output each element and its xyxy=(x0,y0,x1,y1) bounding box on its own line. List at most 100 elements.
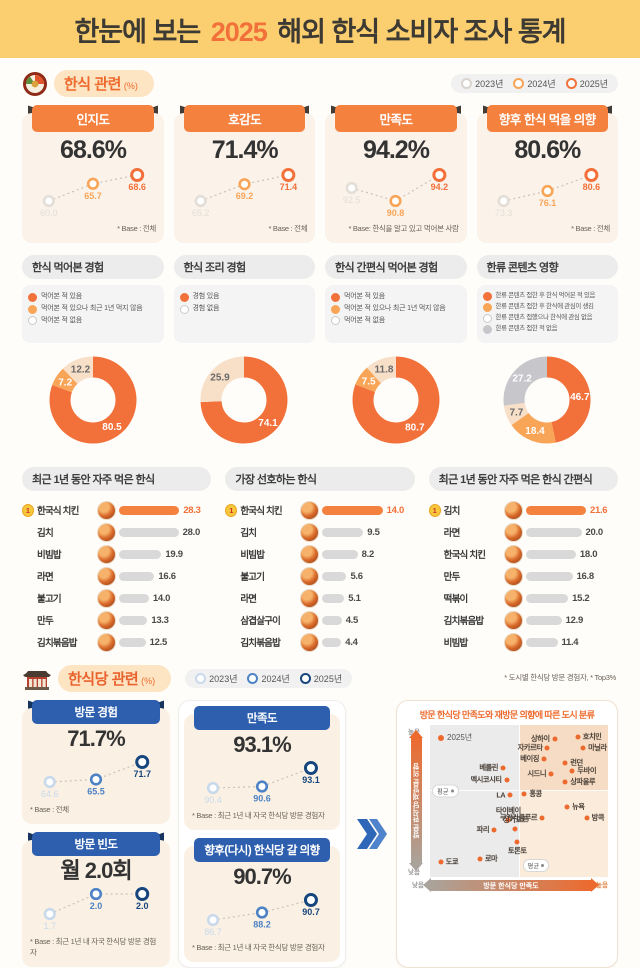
bulgogi-icon xyxy=(300,566,320,586)
bar-row: 라면 5.1 xyxy=(225,587,414,609)
panel-title: 최근 1년 동안 자주 먹은 한식 xyxy=(22,467,212,492)
kpi-value: 68.6% xyxy=(60,136,127,164)
legend-item: 경험 있음 xyxy=(179,291,310,303)
svg-text:46.7: 46.7 xyxy=(570,392,590,403)
year-2024-icon xyxy=(513,78,525,89)
scatter-footnote: * 도시별 한식당 방문 경험자, * Top3% xyxy=(504,672,616,682)
section1-year-legend: 2023년 2024년 2025년 xyxy=(451,74,618,93)
svg-text:7.5: 7.5 xyxy=(361,377,375,388)
legend-label: 먹어본 적 있으나 최근 1년 먹지 않음 xyxy=(344,305,446,313)
fried-chicken-icon xyxy=(97,500,116,520)
bar-fill xyxy=(525,527,582,537)
svg-text:92.5: 92.5 xyxy=(343,195,361,205)
scatter-city-label: 싱가포르 xyxy=(503,814,528,824)
bar-label: 김치 xyxy=(443,506,461,518)
bar-row: 1 한국식 치킨 28.3 xyxy=(22,499,211,521)
svg-text:65.7: 65.7 xyxy=(84,191,102,201)
kpi-value: 71.4% xyxy=(211,136,279,164)
legend-item: 먹어본 적 없음 xyxy=(331,315,461,327)
scatter-city-label: 시드니 xyxy=(527,768,547,778)
section1-title: 한식 관련 (%) xyxy=(54,70,154,97)
svg-text:76.1: 76.1 xyxy=(538,198,556,208)
bar-track: 14.0 xyxy=(119,593,211,604)
scatter-city-label: 도쿄 xyxy=(445,857,459,867)
title-year: 2025 xyxy=(210,16,268,47)
donut-svg: 74.1 25.9 xyxy=(200,356,288,444)
bar-chart: 1 김치 21.6 라면 20.0 한국식 치킨 18.0 xyxy=(428,499,618,653)
panel-title: 최근 1년 동안 자주 먹은 한식 간편식 xyxy=(428,467,618,492)
bar-track: 28.0 xyxy=(119,527,211,538)
svg-text:18.4: 18.4 xyxy=(526,426,546,437)
panel-title: 가장 선호하는 한식 xyxy=(225,467,415,492)
legend-item: 먹어본 적 있으나 최근 1년 먹지 않음 xyxy=(28,303,158,315)
scatter-city-label: 토론토 xyxy=(507,846,527,856)
bar-value: 13.3 xyxy=(151,614,169,626)
legend-item: 한류 콘텐츠 접한 후 한식에 관심이 생김 xyxy=(482,302,613,313)
bar-track: 4.5 xyxy=(322,615,414,626)
scatter-point xyxy=(569,768,575,774)
base-note: * Base : 전체 xyxy=(571,224,610,234)
scatter-city-label: 파리 xyxy=(476,825,490,835)
bar-fill xyxy=(322,593,345,603)
rank-1-medal-icon: 1 xyxy=(225,503,238,517)
scatter-city-label: 홍콩 xyxy=(529,788,542,798)
bar-value: 14.0 xyxy=(386,504,405,516)
bar-value: 5.6 xyxy=(350,570,363,582)
scatter-legend: 2025년 xyxy=(438,732,472,743)
bar-label: 김치볶음밥 xyxy=(37,638,78,650)
bar-fill xyxy=(525,637,558,647)
legend-label: 먹어본 적 없음 xyxy=(344,317,385,325)
bar-track: 9.5 xyxy=(322,527,414,538)
bar-chart: 1 한국식 치킨 14.0 김치 9.5 비빔밥 8.2 xyxy=(225,499,414,653)
bar-fill xyxy=(119,527,179,537)
kpi-card-favorability: 호감도 71.4% 65.2 69.2 71.4 * Base : 전체 xyxy=(174,105,316,244)
bar-panel-preferred: 가장 선호하는 한식 1 한국식 치킨 14.0 김치 9.5 비빔밥 xyxy=(225,467,415,653)
base-note: * Base : 전체 xyxy=(30,805,69,815)
bar-fill xyxy=(119,505,180,515)
svg-text:64.6: 64.6 xyxy=(41,789,59,799)
kpi-value: 90.7% xyxy=(233,864,291,890)
base-note: * Base : 전체 xyxy=(268,224,308,234)
kpi-card-revisit-intent: 향후(다시) 한식당 갈 의향 90.7% 86.7 88.2 90.7 * Bas… xyxy=(184,838,340,963)
scatter-point xyxy=(507,792,513,798)
legend-item: 먹어본 적 없음 xyxy=(28,315,158,327)
kimchi-fried-rice-icon xyxy=(97,632,116,652)
trend-chart: 60.0 65.7 68.6 xyxy=(28,163,158,223)
bar-track: 18.0 xyxy=(525,549,618,560)
bar-label: 비빔밥 xyxy=(240,550,265,562)
bar-track: 20.0 xyxy=(525,527,618,538)
bar-value: 14.0 xyxy=(152,592,171,604)
bar-fill xyxy=(525,549,576,559)
bar-row: 만두 16.8 xyxy=(429,565,618,587)
bar-track: 11.4 xyxy=(525,637,618,648)
svg-text:2.0: 2.0 xyxy=(90,901,103,911)
x-axis-arrow: 방문 한식당 만족도 xyxy=(423,878,599,893)
donut-legend: 한류 콘텐츠 접한 후 한식 먹어본 적 있음 한류 콘텐츠 접한 후 한식에 … xyxy=(476,285,618,344)
bar-label: 김치 xyxy=(37,528,54,540)
bar-label: 삼겹살구이 xyxy=(240,616,281,628)
bar-value: 19.9 xyxy=(165,548,183,560)
donut-chart: 80.5 7.2 12.2 xyxy=(22,345,164,455)
bar-row: 김치볶음밥 4.4 xyxy=(225,631,414,653)
bar-fill xyxy=(119,549,162,559)
legend-item: 먹어본 적 있음 xyxy=(331,291,461,303)
trend-chart: 1.7 2.0 2.0 xyxy=(28,882,164,936)
legend-item: 경험 없음 xyxy=(179,303,310,315)
year-2023-icon xyxy=(461,78,473,89)
bar-value: 4.5 xyxy=(345,614,359,626)
kpi-value: 71.7% xyxy=(67,726,125,752)
bar-label: 불고기 xyxy=(37,594,62,606)
kimchi-icon xyxy=(503,500,523,520)
bar-label: 비빔밥 xyxy=(37,550,62,562)
kpi-card-visit-experience: 방문 경험 71.7% 64.6 65.5 71.7 * Base : 전체 xyxy=(22,700,170,825)
bar-panels: 최근 1년 동안 자주 먹은 한식 1 한국식 치킨 28.3 김치 28.0 … xyxy=(22,467,618,653)
svg-text:2.0: 2.0 xyxy=(136,901,149,911)
legend-label: 경험 없음 xyxy=(192,305,220,313)
ramyeon-icon xyxy=(503,522,523,542)
svg-text:65.2: 65.2 xyxy=(192,208,210,218)
legend-item: 한류 콘텐츠 접했으나 한식에 관심 없음 xyxy=(482,313,613,324)
scatter-point xyxy=(544,745,550,751)
scatter-plot-area: 2025년 평균 평균 상하이 호치민 자카르타 마닐라 베이징 런던 베를린 시드니 두바이 멕… xyxy=(430,725,608,878)
donut-svg: 80.7 7.511.8 xyxy=(352,356,440,444)
svg-text:69.2: 69.2 xyxy=(236,191,254,201)
